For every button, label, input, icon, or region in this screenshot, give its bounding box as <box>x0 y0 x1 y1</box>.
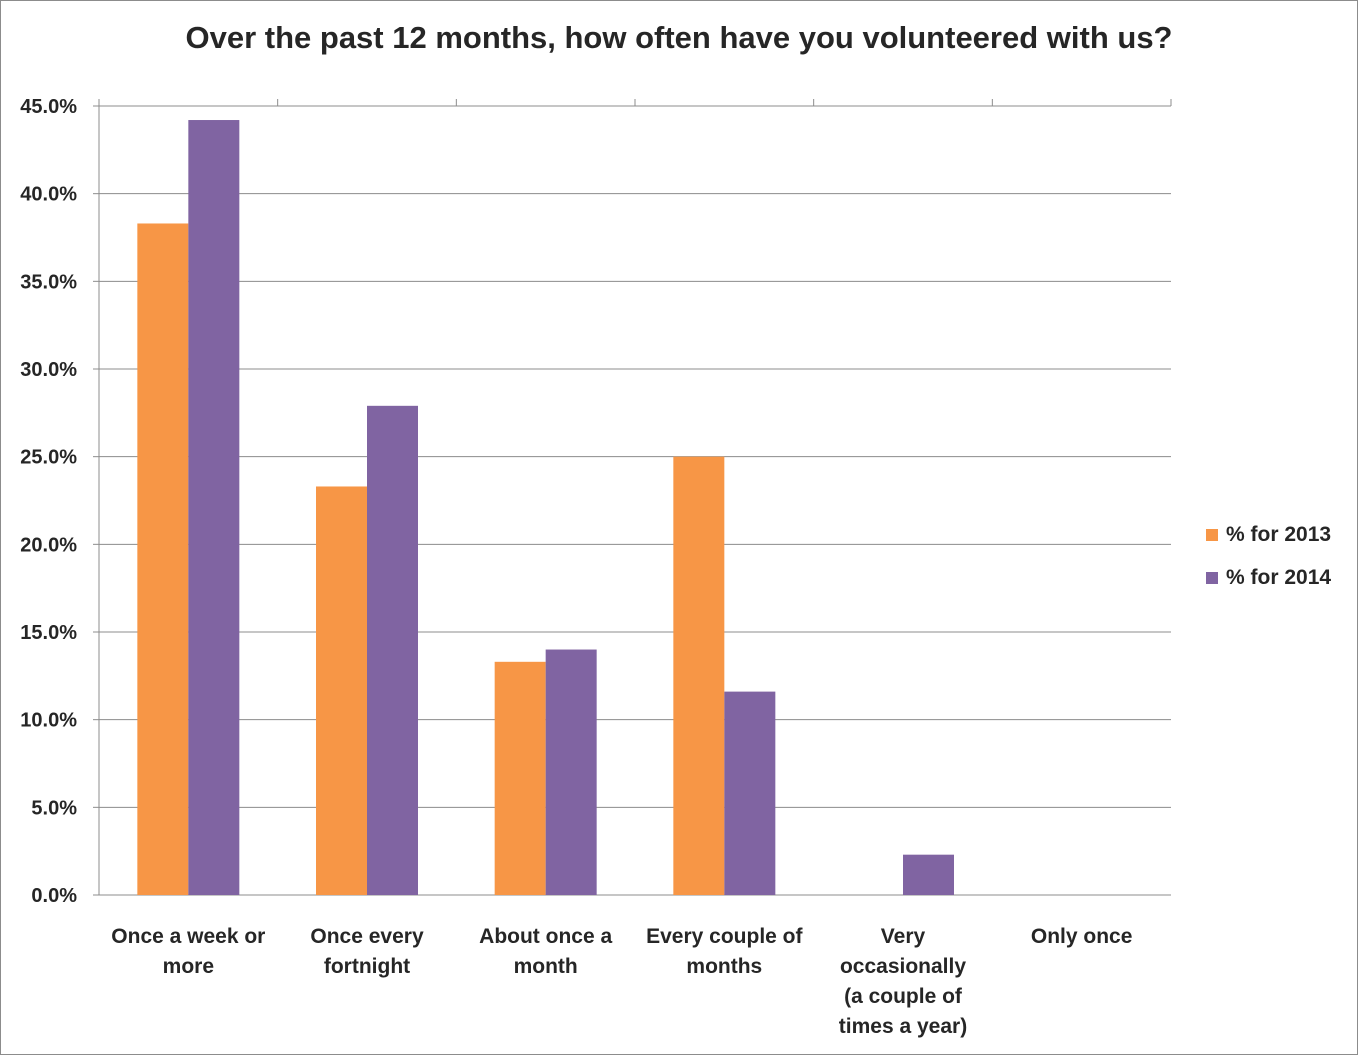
x-category-label-line: Once a week or <box>111 925 265 948</box>
x-category-label-line: months <box>686 955 762 978</box>
x-category-label-line: Very <box>881 925 926 948</box>
x-category-label-line: more <box>163 955 214 978</box>
y-tick-label: 0.0% <box>31 885 77 907</box>
bar-2014 <box>188 120 240 895</box>
y-tick-label: 10.0% <box>20 710 77 732</box>
legend-item-2014: % for 2014 <box>1206 566 1332 589</box>
legend-label-2014: % for 2014 <box>1226 566 1332 589</box>
legend-swatch-2014 <box>1206 572 1218 584</box>
chart-title: Over the past 12 months, how often have … <box>185 20 1173 55</box>
legend-swatch-2013 <box>1206 529 1218 541</box>
bar-2014 <box>724 691 776 895</box>
x-category-label: About once a month <box>479 925 612 978</box>
x-category-label-line: fortnight <box>324 955 410 978</box>
legend-label-2013: % for 2013 <box>1226 523 1332 546</box>
x-category-label: Once every fortnight <box>310 925 424 978</box>
x-category-label: Very occasionally (a couple of times a year… <box>839 925 967 1038</box>
bar-2013 <box>316 486 367 895</box>
y-tick-label: 30.0% <box>20 359 77 381</box>
bar-2014 <box>903 854 954 895</box>
x-category-label-line: Only once <box>1031 925 1133 948</box>
y-tick-label: 25.0% <box>20 447 77 469</box>
y-tick-label: 15.0% <box>20 622 77 644</box>
x-category-label: Once a week or more <box>111 925 265 978</box>
legend: % for 2013 % for 2014 <box>1206 523 1332 610</box>
x-category-label-line: (a couple of <box>844 985 963 1008</box>
x-category-label-line: Every couple of <box>646 925 803 948</box>
x-category-label: Only once <box>1031 925 1133 948</box>
bar-2014 <box>367 405 418 895</box>
x-category-label-line: month <box>514 955 578 978</box>
y-tick-label: 45.0% <box>20 96 77 118</box>
y-tick-label: 35.0% <box>20 271 77 293</box>
legend-item-2013: % for 2013 <box>1206 523 1332 546</box>
x-category-label-line: times a year) <box>839 1015 967 1038</box>
x-category-label-line: occasionally <box>840 955 966 978</box>
bar-2013 <box>137 223 189 895</box>
y-tick-label: 40.0% <box>20 184 77 206</box>
x-category-label: Every couple of months <box>646 925 803 978</box>
bar-2013 <box>673 456 725 895</box>
y-tick-label: 20.0% <box>20 534 77 556</box>
bar-2013 <box>494 661 546 895</box>
x-category-label-line: Once every <box>310 925 424 948</box>
bar-2014 <box>545 649 597 895</box>
y-tick-label: 5.0% <box>31 797 77 819</box>
x-category-label-line: About once a <box>479 925 612 948</box>
